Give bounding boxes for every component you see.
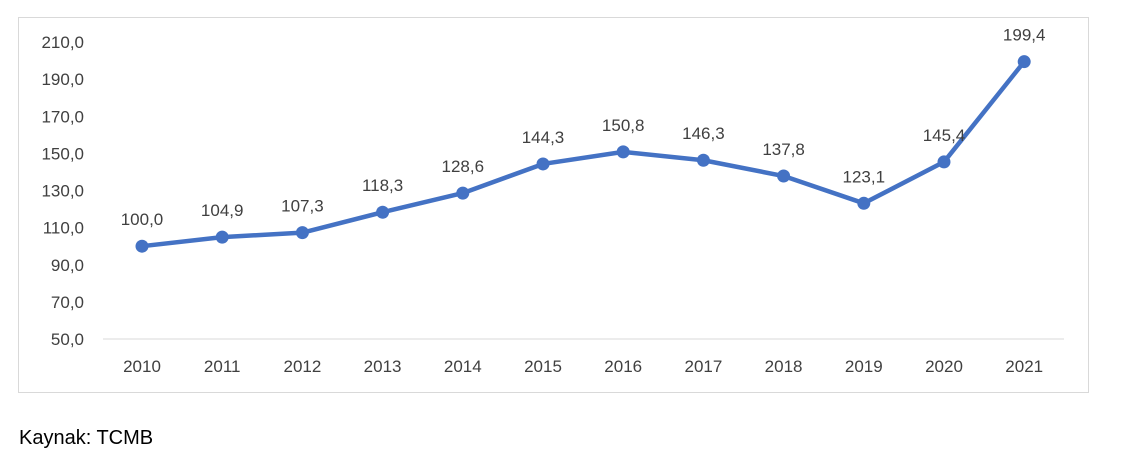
data-point — [536, 157, 550, 171]
y-tick-label: 50,0 — [51, 330, 84, 349]
data-label: 146,3 — [682, 124, 725, 143]
y-tick-label: 70,0 — [51, 293, 84, 312]
data-point — [937, 155, 951, 169]
data-point — [295, 226, 309, 240]
data-point — [135, 239, 149, 253]
data-point — [1017, 55, 1031, 69]
y-tick-label: 170,0 — [41, 107, 84, 126]
data-point — [456, 186, 470, 200]
data-label: 199,4 — [1003, 26, 1046, 45]
y-tick-label: 130,0 — [41, 182, 84, 201]
x-tick-label: 2016 — [604, 357, 642, 376]
source-note: Kaynak: TCMB — [19, 427, 154, 449]
x-tick-label: 2013 — [364, 357, 402, 376]
x-tick-label: 2014 — [444, 357, 482, 376]
data-label: 100,0 — [121, 210, 164, 229]
data-label: 144,3 — [522, 128, 565, 147]
x-tick-label: 2015 — [524, 357, 562, 376]
data-point — [215, 230, 229, 244]
y-tick-label: 110,0 — [43, 219, 84, 238]
data-label: 145,4 — [923, 126, 966, 145]
data-label: 107,3 — [281, 197, 324, 216]
y-tick-label: 190,0 — [41, 70, 84, 89]
data-point — [616, 145, 630, 159]
x-tick-label: 2021 — [1005, 357, 1043, 376]
x-tick-label: 2010 — [123, 357, 161, 376]
data-label: 150,8 — [602, 116, 645, 135]
line-chart: 50,0 70,0 90,0 110,0 130,0 150,0 170,0 190,0 210… — [41, 26, 1064, 376]
x-tick-label: 2017 — [684, 357, 722, 376]
chart-frame — [18, 17, 1089, 393]
y-tick-label: 90,0 — [51, 256, 84, 275]
data-label: 118,3 — [362, 176, 403, 195]
data-label: 123,1 — [843, 167, 886, 186]
series-line — [139, 59, 1027, 249]
data-point — [696, 153, 710, 167]
x-tick-label: 2011 — [204, 357, 241, 376]
data-point — [777, 169, 791, 183]
y-tick-label: 210,0 — [41, 33, 84, 52]
data-label: 104,9 — [201, 201, 244, 220]
x-tick-label: 2018 — [765, 357, 803, 376]
x-tick-label: 2012 — [283, 357, 321, 376]
y-tick-label: 150,0 — [41, 144, 84, 163]
data-point — [376, 205, 390, 219]
x-tick-label: 2020 — [925, 357, 963, 376]
data-point — [857, 196, 871, 210]
x-tick-label: 2019 — [845, 357, 883, 376]
data-label: 128,6 — [442, 157, 485, 176]
data-label: 137,8 — [762, 140, 805, 159]
